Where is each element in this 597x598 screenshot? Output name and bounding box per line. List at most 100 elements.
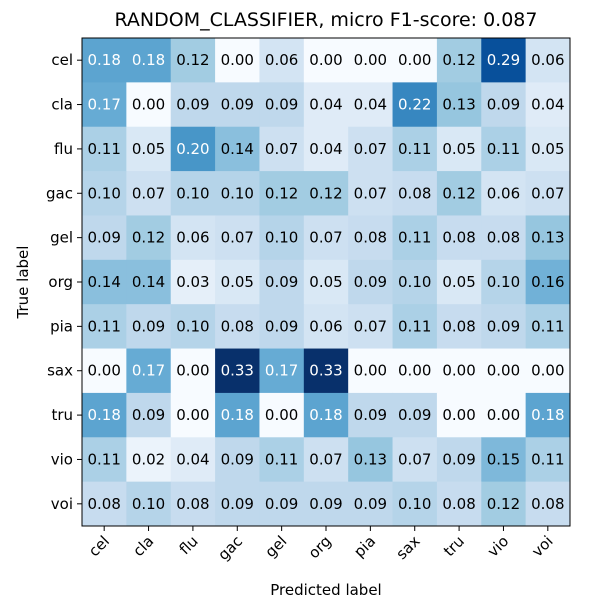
cell-value-label: 0.08 [87, 495, 120, 513]
cell-value-label: 0.09 [398, 406, 431, 424]
cell-value-label: 0.00 [354, 362, 387, 380]
cell-value-label: 0.00 [176, 406, 209, 424]
cell-value-label: 0.11 [531, 317, 564, 335]
cell-value-label: 0.11 [87, 140, 120, 158]
cell-value-label: 0.04 [176, 450, 209, 468]
cell-value-label: 0.14 [221, 140, 254, 158]
x-tick-label: sax [393, 532, 424, 563]
y-tick-label: gel [50, 229, 73, 247]
y-tick-label: cla [51, 96, 73, 114]
x-axis-label: Predicted label [270, 581, 381, 598]
x-tick-label: org [305, 532, 335, 562]
chart-title: RANDOM_CLASSIFIER, micro F1-score: 0.087 [114, 9, 537, 31]
cell-value-label: 0.08 [442, 229, 475, 247]
cell-value-label: 0.08 [442, 495, 475, 513]
cell-value-label: 0.09 [487, 96, 520, 114]
cell-value-label: 0.07 [309, 450, 342, 468]
cell-value-label: 0.11 [87, 450, 120, 468]
cell-value-label: 0.11 [265, 450, 298, 468]
cell-value-label: 0.17 [265, 362, 298, 380]
cell-value-label: 0.00 [309, 51, 342, 69]
cell-value-label: 0.33 [221, 362, 254, 380]
cell-value-label: 0.18 [87, 51, 120, 69]
cell-value-label: 0.05 [132, 140, 165, 158]
cell-value-label: 0.08 [398, 184, 431, 202]
heatmap-cells: 0.18 0.18 0.12 0.00 0.06 0.00 0.00 0.00 0.12 0.29… [82, 38, 571, 527]
cell-value-label: 0.12 [442, 184, 475, 202]
cell-value-label: 0.00 [487, 362, 520, 380]
cell-value-label: 0.14 [87, 273, 120, 291]
cell-value-label: 0.10 [398, 273, 431, 291]
cell-value-label: 0.07 [354, 184, 387, 202]
cell-value-label: 0.11 [398, 140, 431, 158]
y-axis-ticks: celclaflugacgelorgpiasaxtruviovoi [46, 51, 82, 513]
cell-value-label: 0.11 [398, 229, 431, 247]
cell-value-label: 0.18 [221, 406, 254, 424]
cell-value-label: 0.07 [265, 140, 298, 158]
cell-value-label: 0.04 [309, 140, 342, 158]
cell-value-label: 0.07 [354, 140, 387, 158]
cell-value-label: 0.12 [487, 495, 520, 513]
cell-value-label: 0.05 [221, 273, 254, 291]
cell-value-label: 0.18 [132, 51, 165, 69]
cell-value-label: 0.29 [487, 51, 520, 69]
cell-value-label: 0.33 [309, 362, 342, 380]
cell-value-label: 0.10 [132, 495, 165, 513]
cell-value-label: 0.09 [265, 495, 298, 513]
cell-value-label: 0.09 [132, 406, 165, 424]
cell-value-label: 0.10 [176, 184, 209, 202]
cell-value-label: 0.11 [531, 450, 564, 468]
cell-value-label: 0.12 [176, 51, 209, 69]
cell-value-label: 0.10 [176, 317, 209, 335]
x-tick-label: cla [129, 532, 157, 560]
cell-value-label: 0.09 [265, 317, 298, 335]
cell-value-label: 0.07 [309, 229, 342, 247]
cell-value-label: 0.09 [487, 317, 520, 335]
x-tick-label: flu [176, 532, 202, 558]
cell-value-label: 0.09 [221, 450, 254, 468]
cell-value-label: 0.10 [221, 184, 254, 202]
y-tick-label: sax [47, 362, 73, 380]
cell-value-label: 0.00 [487, 406, 520, 424]
cell-value-label: 0.06 [487, 184, 520, 202]
y-tick-label: flu [54, 140, 73, 158]
cell-value-label: 0.06 [531, 51, 564, 69]
y-tick-label: org [48, 273, 73, 291]
cell-value-label: 0.05 [442, 273, 475, 291]
cell-value-label: 0.00 [265, 406, 298, 424]
cell-value-label: 0.00 [354, 51, 387, 69]
x-tick-label: cel [85, 532, 113, 560]
cell-value-label: 0.12 [309, 184, 342, 202]
cell-value-label: 0.00 [132, 96, 165, 114]
cell-value-label: 0.00 [398, 362, 431, 380]
cell-value-label: 0.10 [265, 229, 298, 247]
cell-value-label: 0.13 [442, 96, 475, 114]
cell-value-label: 0.07 [221, 229, 254, 247]
cell-value-label: 0.04 [354, 96, 387, 114]
cell-value-label: 0.08 [221, 317, 254, 335]
x-tick-label: gac [214, 532, 246, 564]
cell-value-label: 0.09 [265, 96, 298, 114]
y-tick-label: pia [50, 317, 73, 335]
cell-value-label: 0.09 [354, 406, 387, 424]
cell-value-label: 0.00 [398, 51, 431, 69]
cell-value-label: 0.07 [132, 184, 165, 202]
cell-value-label: 0.05 [442, 140, 475, 158]
x-tick-label: pia [350, 532, 379, 561]
x-tick-label: gel [262, 532, 291, 561]
cell-value-label: 0.10 [487, 273, 520, 291]
cell-value-label: 0.00 [442, 406, 475, 424]
cell-value-label: 0.13 [354, 450, 387, 468]
cell-value-label: 0.16 [531, 273, 564, 291]
cell-value-label: 0.18 [531, 406, 564, 424]
y-tick-label: gac [46, 184, 73, 202]
cell-value-label: 0.12 [265, 184, 298, 202]
y-tick-label: tru [51, 406, 73, 424]
cell-value-label: 0.17 [87, 96, 120, 114]
cell-value-label: 0.11 [398, 317, 431, 335]
cell-value-label: 0.09 [176, 96, 209, 114]
cell-value-label: 0.09 [132, 317, 165, 335]
cell-value-label: 0.17 [132, 362, 165, 380]
cell-value-label: 0.13 [531, 229, 564, 247]
cell-value-label: 0.04 [531, 96, 564, 114]
